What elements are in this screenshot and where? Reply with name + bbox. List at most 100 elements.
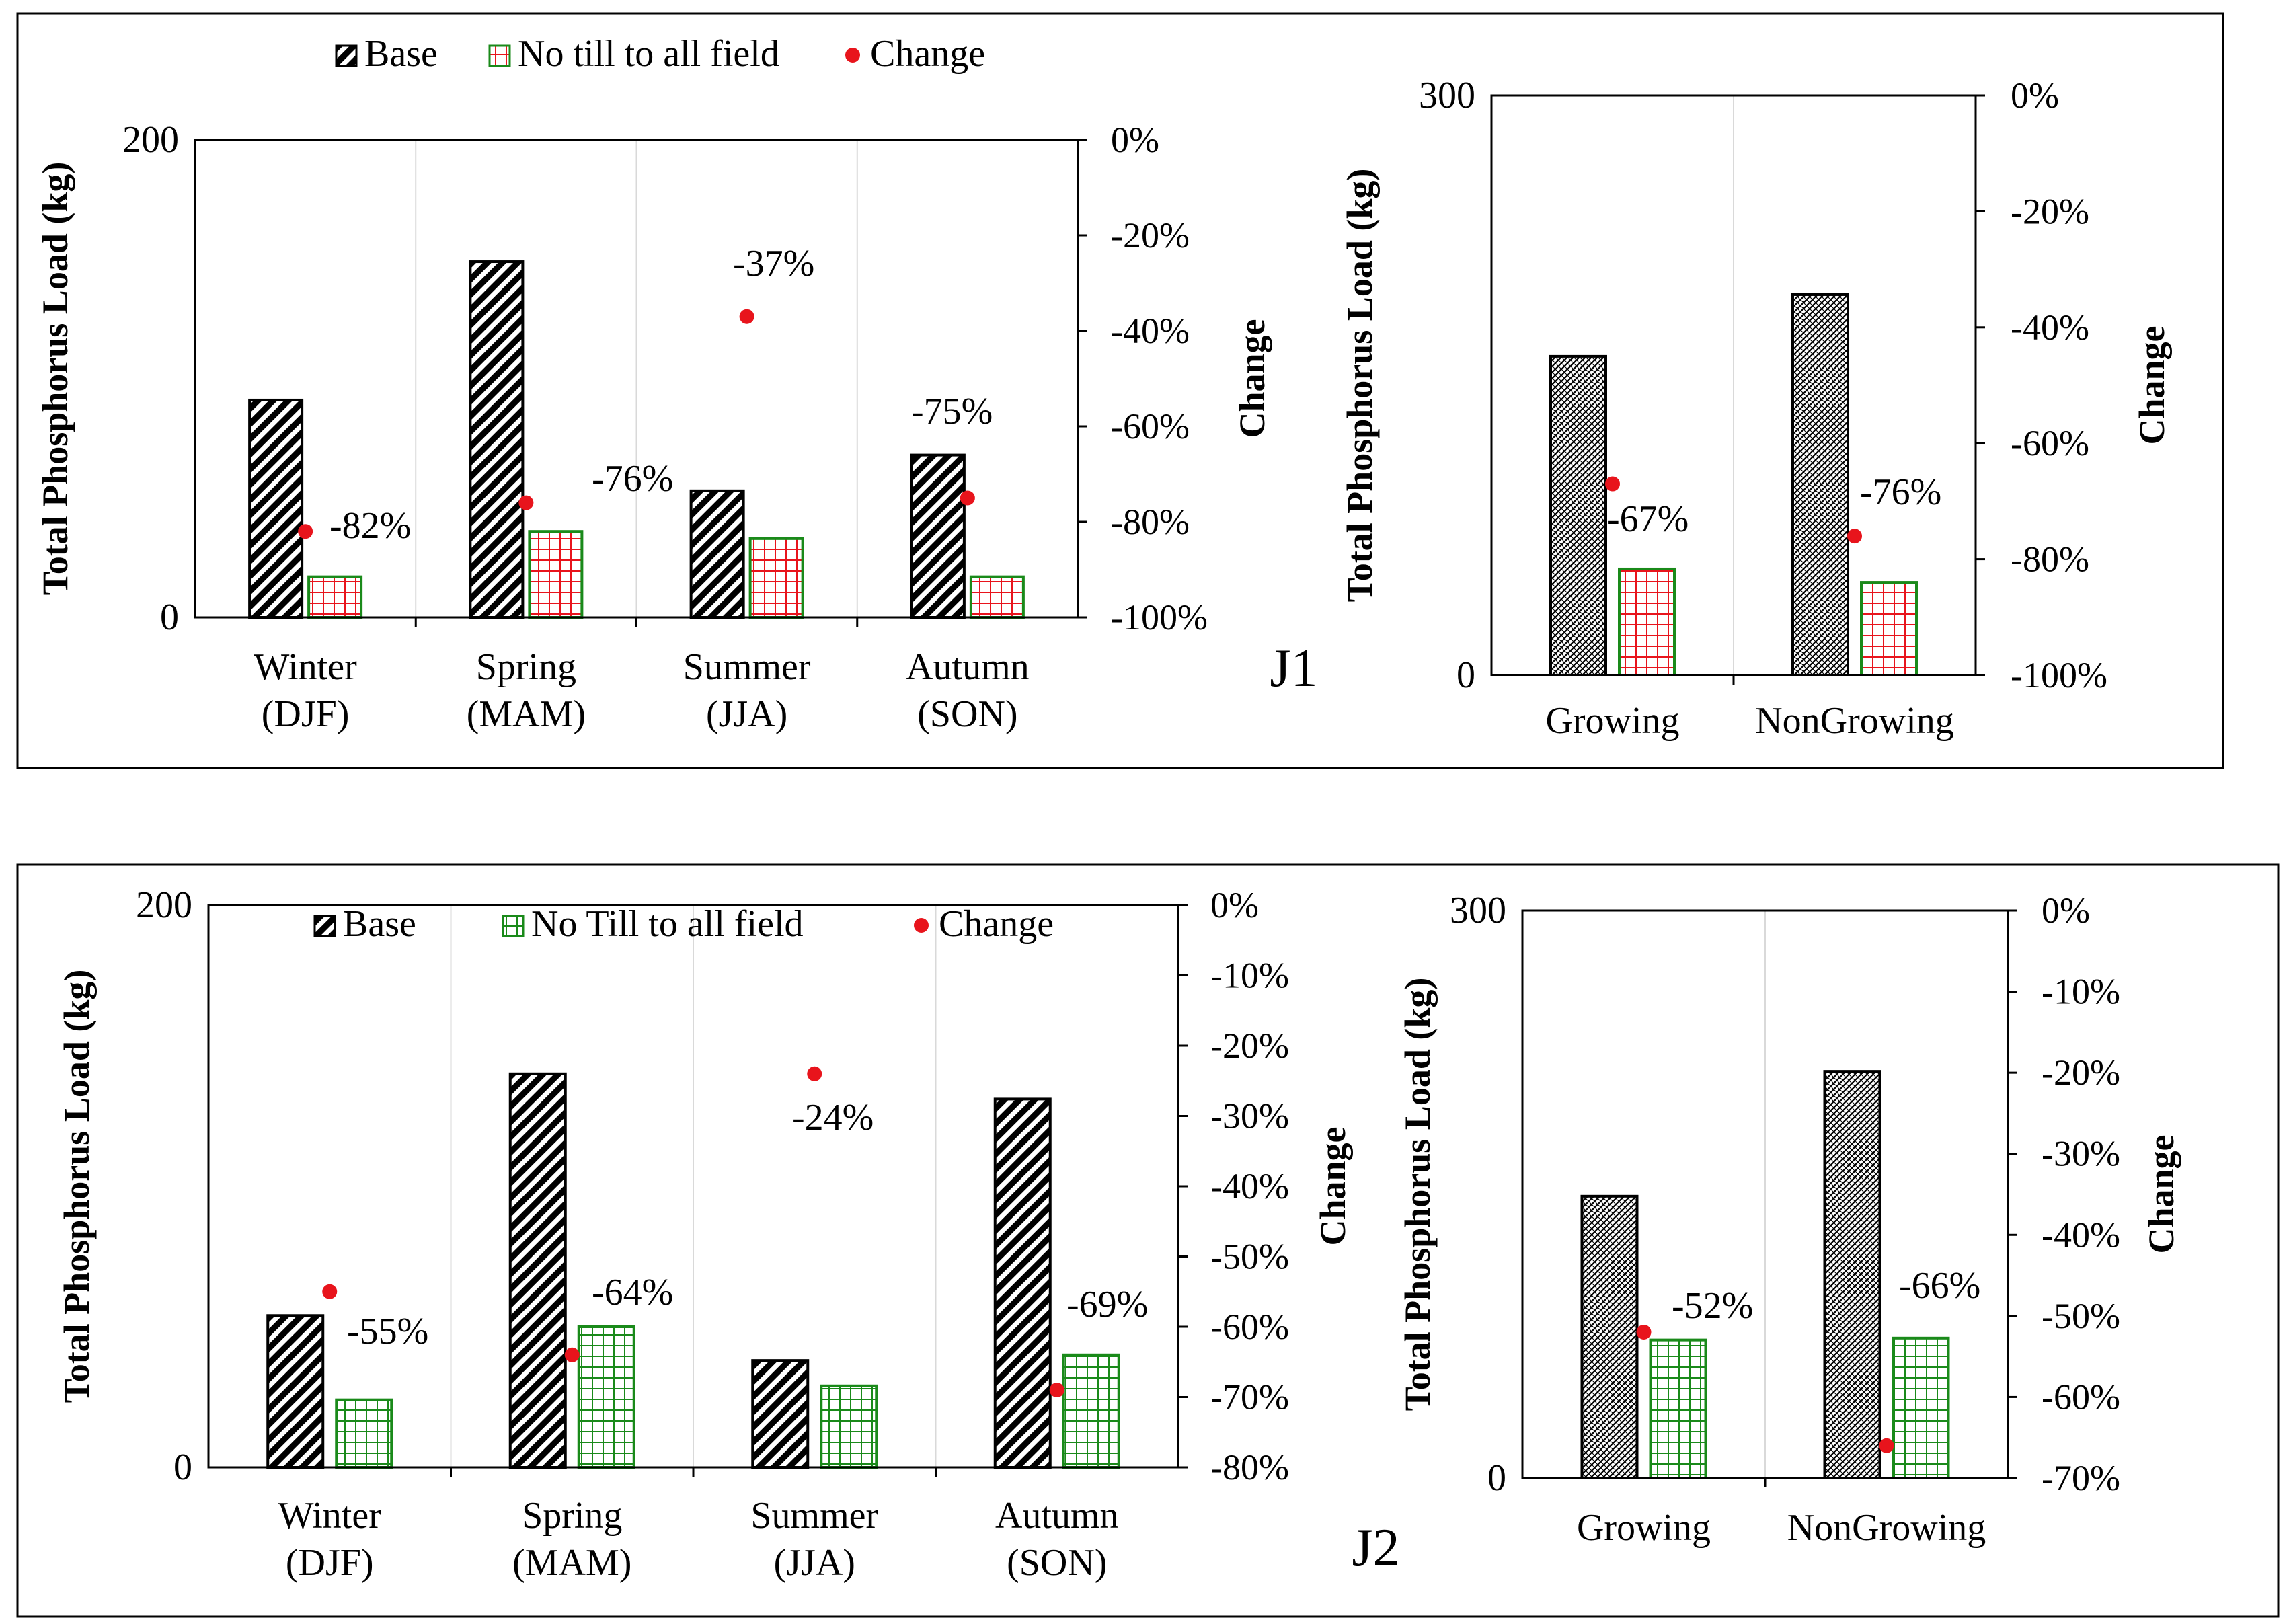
category-label: Autumn bbox=[906, 646, 1030, 688]
legend-label-treatment: No till to all field bbox=[518, 33, 779, 75]
category-label: NonGrowing bbox=[1755, 700, 1954, 742]
base-bar bbox=[751, 1359, 810, 1469]
change-point bbox=[739, 309, 754, 324]
legend-swatch-treatment bbox=[488, 44, 511, 67]
y-axis-title: Total Phosphorus Load (kg) bbox=[1397, 978, 1438, 1412]
change-label: -67% bbox=[1607, 498, 1689, 540]
y2-tick-label: -40% bbox=[2011, 307, 2089, 348]
legend-swatch-treatment bbox=[502, 915, 525, 937]
y2-tick-label: -50% bbox=[2042, 1296, 2120, 1336]
y-axis-title: Total Phosphorus Load (kg) bbox=[1340, 169, 1380, 603]
y2-axis-title: Change bbox=[1313, 1126, 1353, 1245]
legend-marker-change bbox=[914, 918, 929, 933]
treatment-bar bbox=[1618, 567, 1676, 677]
change-point bbox=[564, 1347, 580, 1362]
y2-tick-label: 0% bbox=[1210, 885, 1259, 925]
change-label: -82% bbox=[329, 505, 411, 547]
base-bar bbox=[1549, 354, 1607, 677]
panel-label-j2: J2 bbox=[1352, 1518, 1399, 1578]
category-label: NonGrowing bbox=[1787, 1507, 1986, 1549]
y2-tick-label: -40% bbox=[1210, 1166, 1289, 1206]
y-tick-label: 0 bbox=[173, 1446, 192, 1488]
change-point bbox=[1847, 529, 1862, 544]
y-tick-label: 200 bbox=[122, 119, 179, 161]
category-label: (JJA) bbox=[774, 1542, 855, 1584]
category-label: (DJF) bbox=[286, 1542, 374, 1584]
legend-swatch-base bbox=[313, 915, 336, 937]
category-label: Winter bbox=[254, 646, 358, 688]
y2-axis-title: Change bbox=[1232, 319, 1272, 438]
y2-tick-label: -100% bbox=[1111, 597, 1208, 637]
base-bar bbox=[1823, 1070, 1881, 1479]
y2-tick-label: -50% bbox=[1210, 1237, 1289, 1277]
legend-label-change: Change bbox=[870, 33, 985, 75]
category-label: Autumn bbox=[995, 1495, 1119, 1537]
treatment-bar bbox=[820, 1384, 878, 1469]
y2-tick-label: -60% bbox=[1210, 1307, 1289, 1347]
y2-tick-label: 0% bbox=[2042, 890, 2090, 931]
treatment-bar bbox=[307, 575, 363, 619]
legend-label-treatment: No Till to all field bbox=[531, 903, 804, 945]
y2-tick-label: -80% bbox=[1111, 502, 1190, 542]
change-label: -76% bbox=[1860, 471, 1941, 513]
y2-tick-label: -80% bbox=[1210, 1447, 1289, 1487]
charts-layer: -82% -76% -37% -75% 200 0 0% -20% -40% -60% -80% -1… bbox=[35, 33, 2181, 1584]
legend-label-base: Base bbox=[343, 903, 416, 945]
change-label: -64% bbox=[592, 1272, 673, 1313]
category-label: (SON) bbox=[1007, 1542, 1107, 1584]
category-label: Spring bbox=[476, 646, 576, 688]
category-label: (SON) bbox=[917, 693, 1017, 735]
treatment-bar bbox=[748, 537, 804, 619]
treatment-bar bbox=[528, 530, 584, 619]
base-bar bbox=[1791, 293, 1849, 677]
treatment-bar bbox=[969, 575, 1025, 619]
y2-tick-label: -100% bbox=[2011, 655, 2107, 695]
y2-tick-label: -60% bbox=[2042, 1377, 2120, 1417]
y2-tick-label: -10% bbox=[1210, 956, 1289, 996]
category-label: Growing bbox=[1577, 1507, 1711, 1549]
y-tick-label: 0 bbox=[1487, 1457, 1506, 1499]
category-label: Summer bbox=[750, 1495, 878, 1537]
y2-tick-label: -30% bbox=[2042, 1134, 2120, 1174]
change-label: -52% bbox=[1672, 1285, 1753, 1327]
change-label: -24% bbox=[792, 1097, 874, 1138]
change-point bbox=[322, 1284, 338, 1299]
category-label: (MAM) bbox=[512, 1542, 631, 1584]
category-label: Growing bbox=[1545, 700, 1679, 742]
y2-tick-label: -80% bbox=[2011, 539, 2089, 580]
y-axis-title: Total Phosphorus Load (kg) bbox=[56, 970, 97, 1403]
y2-tick-label: -10% bbox=[2042, 972, 2120, 1012]
change-point bbox=[1636, 1324, 1652, 1340]
category-label: (MAM) bbox=[467, 693, 586, 735]
base-bar bbox=[266, 1314, 325, 1469]
change-label: -66% bbox=[1899, 1265, 1980, 1307]
panel-label-j1: J1 bbox=[1270, 639, 1317, 698]
treatment-bar bbox=[1860, 581, 1918, 677]
treatment-bar bbox=[577, 1325, 635, 1469]
change-point bbox=[807, 1066, 822, 1081]
base-bar bbox=[248, 398, 304, 619]
base-bar bbox=[993, 1097, 1052, 1469]
base-bar bbox=[469, 260, 525, 619]
y-tick-label: 300 bbox=[1419, 75, 1475, 116]
legend-label-change: Change bbox=[939, 903, 1054, 945]
change-point bbox=[518, 495, 534, 510]
change-point bbox=[298, 524, 313, 539]
change-label: -69% bbox=[1066, 1284, 1148, 1325]
category-label: Winter bbox=[278, 1495, 382, 1537]
y2-tick-label: -20% bbox=[1210, 1026, 1289, 1066]
y-tick-label: 0 bbox=[1457, 654, 1475, 696]
category-label: Spring bbox=[522, 1495, 622, 1537]
y2-axis-title: Change bbox=[2141, 1134, 2181, 1253]
plot-frame bbox=[1490, 94, 1977, 676]
base-bar bbox=[508, 1072, 567, 1469]
legend-swatch-base bbox=[335, 44, 358, 67]
treatment-bar bbox=[1892, 1336, 1950, 1480]
panel-j2-frame bbox=[16, 863, 2280, 1618]
y2-tick-label: -60% bbox=[2011, 423, 2089, 463]
y2-tick-label: 0% bbox=[2011, 75, 2059, 116]
category-label: (DJF) bbox=[262, 693, 350, 735]
y-tick-label: 300 bbox=[1450, 890, 1506, 931]
y2-tick-label: 0% bbox=[1111, 120, 1159, 160]
